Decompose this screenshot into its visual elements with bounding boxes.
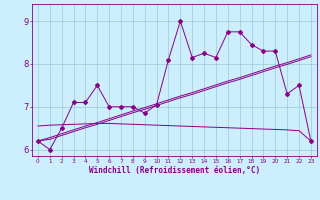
X-axis label: Windchill (Refroidissement éolien,°C): Windchill (Refroidissement éolien,°C): [89, 166, 260, 175]
